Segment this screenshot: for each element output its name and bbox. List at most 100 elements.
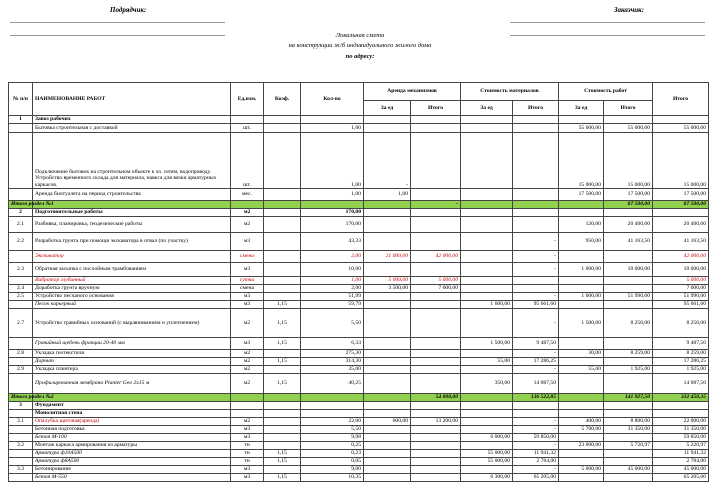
table-cell: 5 000,00 [363, 276, 411, 285]
table-cell: Завоз рабочих [32, 115, 231, 124]
table-cell: 17 500,00 [558, 188, 604, 201]
header-cell: № п/п [8, 82, 33, 116]
table-cell: Бетонная подготовка [32, 425, 231, 434]
table-row: 2.2 Разработка грунта при помощи экскават… [8, 232, 710, 251]
table-cell: - [363, 132, 411, 189]
table-cell [263, 365, 301, 374]
table-cell [300, 401, 364, 410]
table-cell: Итого раздел №1 [8, 200, 54, 209]
table-cell [363, 262, 411, 277]
table-cell [8, 373, 33, 394]
table-cell: 1 500,00 [558, 308, 604, 338]
table-cell: 1,15 [263, 449, 301, 458]
table-cell: Песок карьерный [32, 300, 231, 309]
table-cell: 40,25 [300, 373, 364, 394]
table-cell: 5 000,00 [410, 276, 461, 285]
table-cell [512, 276, 559, 285]
table-cell: - [512, 250, 559, 263]
table-cell: Профилированная мембрана Planter Geo 2x1… [32, 373, 231, 394]
table-cell: смена [230, 250, 264, 263]
table-cell: - [512, 262, 559, 277]
table-cell [512, 284, 559, 293]
table-row: Дорнит м2 1,15 314,30 55,00 17 286,25 17 286,2… [8, 357, 710, 366]
table-cell [8, 457, 33, 466]
table-cell: 2.2 [8, 232, 33, 251]
table-cell: 8 259,00 [652, 349, 710, 358]
table-cell [263, 425, 301, 434]
table-cell [652, 409, 710, 418]
table-cell [230, 200, 264, 209]
table-cell [8, 250, 33, 263]
table-cell: 1,00 [300, 123, 364, 133]
header-cell: Кол-во [300, 82, 364, 116]
table-row: Монолитная стена [8, 409, 710, 418]
table-cell: - [512, 349, 559, 358]
table-cell [363, 115, 411, 124]
table-cell: Арматура ф8А500 [32, 457, 231, 466]
table-cell: Бетон М-550 [32, 473, 231, 482]
table-cell: 2.4 [8, 284, 33, 293]
subheader-cell: За ед [460, 100, 513, 116]
table-cell [8, 409, 33, 418]
table-cell [263, 401, 301, 410]
header-cell: Стоимость работ [557, 82, 654, 101]
table-cell [558, 284, 604, 293]
table-cell: 9 487,50 [652, 337, 710, 350]
table-cell: 5 000,00 [652, 276, 710, 285]
table-cell [558, 409, 604, 418]
table-cell: 20 400,00 [652, 216, 710, 233]
table-cell: 1,00 [300, 276, 364, 285]
table-cell [410, 300, 461, 309]
table-cell [410, 425, 461, 434]
table-cell: 17 286,25 [512, 357, 559, 366]
table-cell [263, 465, 301, 474]
table-cell [300, 409, 364, 418]
table-cell: 314,30 [300, 357, 364, 366]
table-cell [558, 449, 604, 458]
table-cell: 55 000,00 [602, 123, 654, 133]
table-cell [263, 409, 301, 418]
document-subtitle: на конструкции ж/б индивидуального жилог… [288, 42, 432, 49]
table-cell: 45 000,00 [652, 465, 710, 474]
table-cell [558, 373, 604, 394]
table-cell: 170,00 [300, 208, 364, 217]
table-cell: Монтаж каркаса армирования из арматуры [32, 441, 231, 450]
table-cell [8, 449, 33, 458]
table-cell [363, 337, 411, 350]
table-cell [410, 457, 461, 466]
table-cell: 2.3 [8, 262, 33, 277]
table-cell: 59,79 [300, 300, 364, 309]
table-row: 3.3 Бетонирование м3 9,00-5 000,00 45 000,00… [8, 465, 710, 474]
signature-line [510, 35, 705, 36]
table-cell: шт. [230, 123, 264, 133]
table-cell: 55 000,00 [558, 123, 604, 133]
table-cell: 0,25 [300, 441, 364, 450]
table-row: Вибратор глубинный сутки 1,00 5 000,00 5 000… [8, 276, 710, 285]
table-cell [8, 188, 33, 201]
contractor-label: Подрядчик: [110, 6, 147, 14]
table-cell [602, 276, 654, 285]
table-cell: 31 350,00 [602, 425, 654, 434]
table-row: 2.8 Укладка геотекстиля м2 275,30-30,00 8 25… [8, 349, 710, 358]
table-cell [460, 216, 513, 233]
table-cell: м3 [230, 232, 264, 251]
table-cell [410, 115, 461, 124]
table-cell: 2.5 [8, 292, 33, 301]
table-cell: 6,33 [300, 337, 364, 350]
table-row: 2 Подготовительные работы м2 170,00 [8, 208, 710, 217]
signature-line [510, 22, 705, 23]
table-cell: 2 784,00 [512, 457, 559, 466]
table-cell: 10 000,00 [602, 262, 654, 277]
table-cell [363, 441, 411, 450]
table-cell: 42 000,00 [652, 250, 710, 263]
table-cell [460, 232, 513, 251]
table-cell [230, 409, 264, 418]
table-cell [512, 188, 559, 201]
table-cell: 1,15 [263, 308, 301, 338]
table-cell: 2 [8, 208, 33, 217]
table-cell: 9 487,50 [512, 337, 559, 350]
table-cell [558, 433, 604, 442]
table-row: 1 Завоз рабочих [8, 115, 710, 124]
table-cell [263, 441, 301, 450]
table-cell: 9,98 [300, 433, 364, 442]
